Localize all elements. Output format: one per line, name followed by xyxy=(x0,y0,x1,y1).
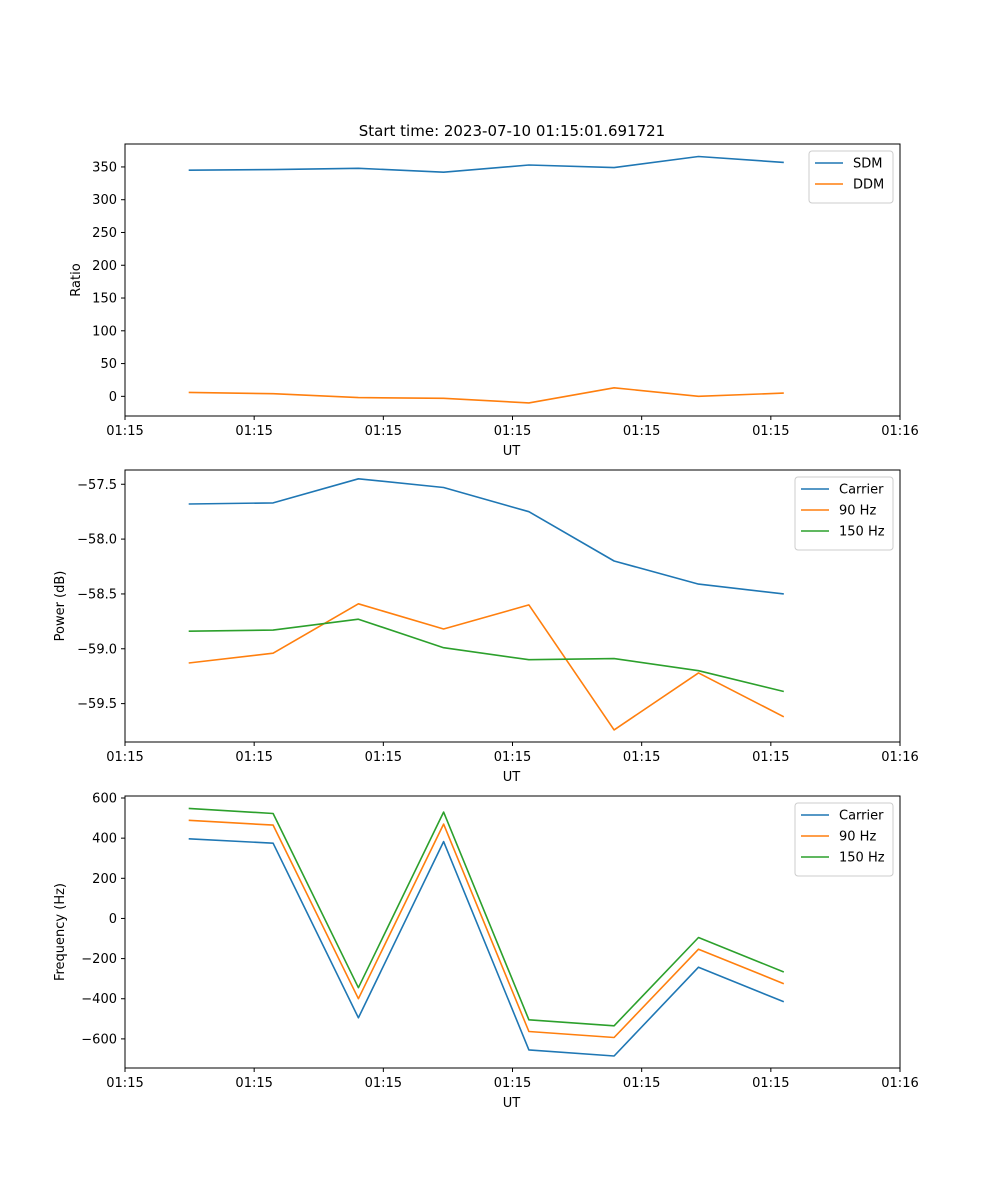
x-tick-label: 01:15 xyxy=(365,750,402,765)
plot-frame xyxy=(124,143,901,417)
legend: Carrier 90 Hz 150 Hz xyxy=(794,476,894,551)
legend-label: 90 Hz xyxy=(839,504,876,519)
chart-panel-1: 01:15 01:15 01:15 01:15 01:15 01:15 01:16 0 50 10… xyxy=(69,143,919,459)
x-tick-label: 01:15 xyxy=(235,424,272,439)
legend-label: 150 Hz xyxy=(839,851,885,866)
legend-box xyxy=(808,150,894,204)
series-line-150-hz xyxy=(188,618,784,693)
series-line-90-hz xyxy=(188,819,785,1039)
x-tick-label: 01:15 xyxy=(494,1076,531,1091)
series-line-90-hz xyxy=(188,602,785,731)
legend-label: DDM xyxy=(853,178,884,193)
x-tick-label: 01:15 xyxy=(235,1076,272,1091)
legend-label: Carrier xyxy=(839,809,884,824)
chart-panel-3: 01:15 01:15 01:15 01:15 01:15 01:15 01:16 600 40… xyxy=(53,792,919,1111)
legend-label: 150 Hz xyxy=(839,525,885,540)
y-tick-label: 0 xyxy=(109,390,117,405)
x-tick-label: 01:15 xyxy=(623,750,660,765)
y-tick-label: −59.5 xyxy=(77,697,117,712)
x-axis-label: UT xyxy=(503,444,521,459)
y-tick-label: −57.5 xyxy=(77,478,117,493)
x-tick-label: 01:15 xyxy=(106,424,143,439)
y-tick-label: 100 xyxy=(92,324,117,339)
y-tick-label: 150 xyxy=(92,292,117,307)
series-line-carrier xyxy=(188,838,785,1057)
legend-label: SDM xyxy=(853,157,882,172)
y-tick-label: −59.0 xyxy=(77,642,117,657)
y-tick-label: −58.0 xyxy=(77,533,117,548)
legend-label: Carrier xyxy=(839,483,884,498)
x-tick-label: 01:16 xyxy=(881,424,918,439)
x-tick-label: 01:15 xyxy=(365,1076,402,1091)
y-tick-label: 300 xyxy=(92,193,117,208)
y-tick-label: 600 xyxy=(92,792,117,807)
series-line-carrier xyxy=(188,477,784,595)
plot-frame xyxy=(124,795,901,1069)
y-tick-label: 250 xyxy=(92,226,117,241)
y-tick-label: 0 xyxy=(109,912,117,927)
y-axis-label: Ratio xyxy=(69,263,84,296)
x-tick-label: 01:15 xyxy=(365,424,402,439)
series-line-ddm xyxy=(188,386,784,404)
legend-label: 90 Hz xyxy=(839,830,876,845)
legend: Carrier 90 Hz 150 Hz xyxy=(794,802,894,877)
y-axis-label: Frequency (Hz) xyxy=(53,883,68,981)
x-axis-label: UT xyxy=(503,770,521,785)
x-tick-label: 01:15 xyxy=(494,750,531,765)
x-tick-label: 01:15 xyxy=(235,750,272,765)
y-tick-label: 50 xyxy=(100,357,117,372)
x-tick-label: 01:15 xyxy=(494,424,531,439)
y-axis-label: Power (dB) xyxy=(53,571,68,642)
panels: 01:15 01:15 01:15 01:15 01:15 01:15 01:16 0 50 10… xyxy=(53,143,919,1111)
x-tick-label: 01:16 xyxy=(881,1076,918,1091)
x-tick-label: 01:15 xyxy=(623,424,660,439)
x-tick-label: 01:15 xyxy=(623,1076,660,1091)
plot-frame xyxy=(124,469,901,743)
x-tick-label: 01:15 xyxy=(752,424,789,439)
figure-title: Start time: 2023-07-10 01:15:01.691721 xyxy=(359,122,665,140)
series-line-sdm xyxy=(188,155,784,173)
x-tick-label: 01:15 xyxy=(106,750,143,765)
y-tick-label: 350 xyxy=(92,160,117,175)
x-tick-label: 01:15 xyxy=(752,1076,789,1091)
x-tick-label: 01:15 xyxy=(752,750,789,765)
chart-panel-2: 01:15 01:15 01:15 01:15 01:15 01:15 01:16 −57.5… xyxy=(53,469,919,785)
y-tick-label: −200 xyxy=(81,952,117,967)
y-tick-label: −58.5 xyxy=(77,587,117,602)
y-tick-label: 200 xyxy=(92,259,117,274)
x-tick-label: 01:15 xyxy=(106,1076,143,1091)
y-tick-label: 200 xyxy=(92,872,117,887)
x-tick-label: 01:16 xyxy=(881,750,918,765)
y-tick-label: 400 xyxy=(92,832,117,847)
series-line-150-hz xyxy=(188,807,785,1027)
x-axis-label: UT xyxy=(503,1096,521,1111)
y-tick-label: −400 xyxy=(81,992,117,1007)
y-tick-label: −600 xyxy=(81,1032,117,1047)
legend: SDM DDM xyxy=(808,150,894,204)
